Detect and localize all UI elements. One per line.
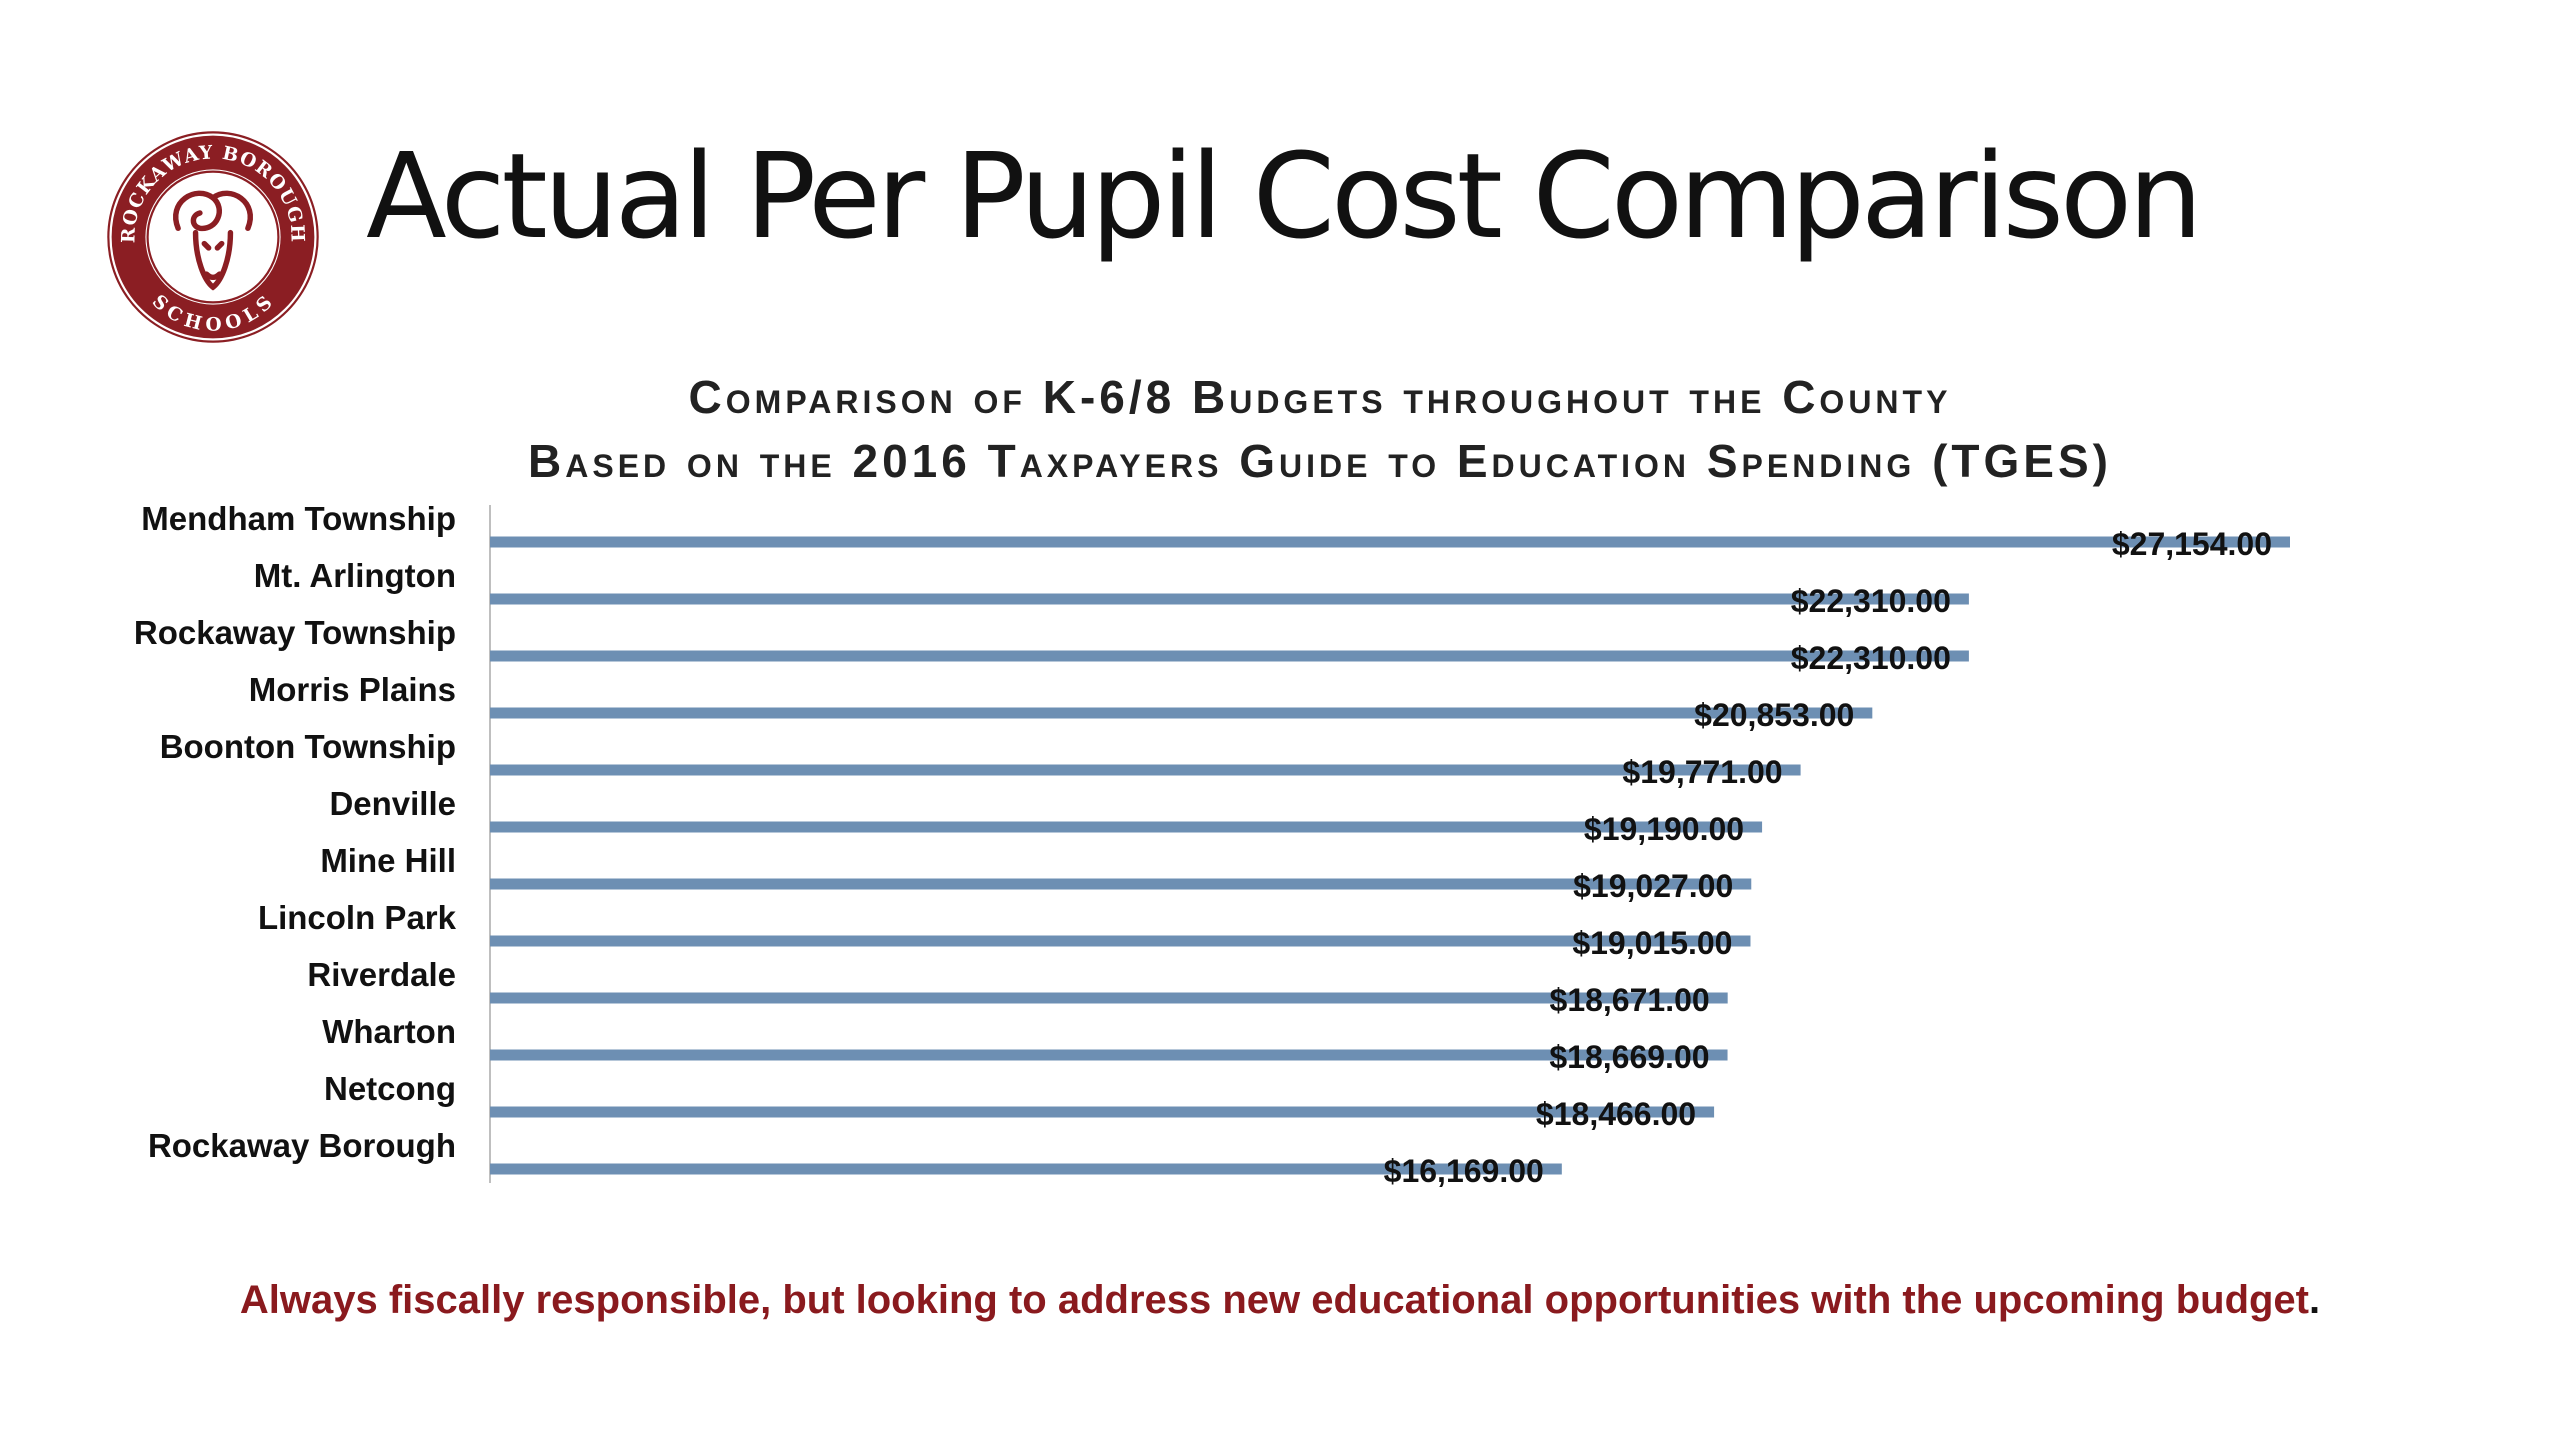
bar xyxy=(490,1106,1715,1118)
data-label: $22,310.00 xyxy=(1791,583,1951,619)
category-label: Riverdale xyxy=(307,956,456,993)
bar xyxy=(490,1163,1562,1175)
data-label: $19,190.00 xyxy=(1584,811,1744,847)
data-label: $16,169.00 xyxy=(1384,1153,1544,1189)
data-label: $18,466.00 xyxy=(1536,1096,1696,1132)
footer-note-text: Always fiscally responsible, but looking… xyxy=(239,1278,2309,1322)
data-label: $18,671.00 xyxy=(1550,982,1710,1018)
bar xyxy=(490,764,1801,776)
category-label: Denville xyxy=(329,785,456,822)
bar xyxy=(490,536,2290,548)
data-label: $20,853.00 xyxy=(1694,697,1854,733)
data-label: $27,154.00 xyxy=(2112,526,2272,562)
data-label: $22,310.00 xyxy=(1791,640,1951,676)
slide-title: Actual Per Pupil Cost Comparison xyxy=(366,127,2203,265)
category-label: Mendham Township xyxy=(141,500,456,537)
footer-note-period: . xyxy=(2309,1278,2321,1322)
rockaway-borough-schools-logo: ROCKAWAY BOROUGH SCHOOLS xyxy=(107,131,319,343)
category-label: Boonton Township xyxy=(160,728,456,765)
category-label: Rockaway Borough xyxy=(148,1127,456,1164)
bar xyxy=(490,935,1751,947)
data-label: $19,027.00 xyxy=(1573,868,1733,904)
category-label: Netcong xyxy=(324,1070,456,1107)
data-label: $19,015.00 xyxy=(1572,925,1732,961)
category-label: Mt. Arlington xyxy=(254,557,456,594)
bar xyxy=(490,878,1752,890)
bar xyxy=(490,707,1873,719)
category-label: Lincoln Park xyxy=(258,899,457,936)
footer-note: Always fiscally responsible, but looking… xyxy=(0,1278,2560,1323)
bar xyxy=(490,992,1728,1004)
category-label: Mine Hill xyxy=(320,842,456,879)
data-label: $18,669.00 xyxy=(1549,1039,1709,1075)
bar xyxy=(490,1049,1728,1061)
ram-emblem-icon xyxy=(173,190,253,291)
bar xyxy=(490,593,1969,605)
chart-title-line2: Based on the 2016 Taxpayers Guide to Edu… xyxy=(528,435,2112,487)
category-label: Rockaway Township xyxy=(134,614,456,651)
bar xyxy=(490,650,1969,662)
category-label: Wharton xyxy=(322,1013,456,1050)
bar xyxy=(490,821,1763,833)
data-label: $19,771.00 xyxy=(1622,754,1782,790)
category-label: Morris Plains xyxy=(249,671,456,708)
chart-title-line1: Comparison of K-6/8 Budgets throughout t… xyxy=(688,371,1952,423)
